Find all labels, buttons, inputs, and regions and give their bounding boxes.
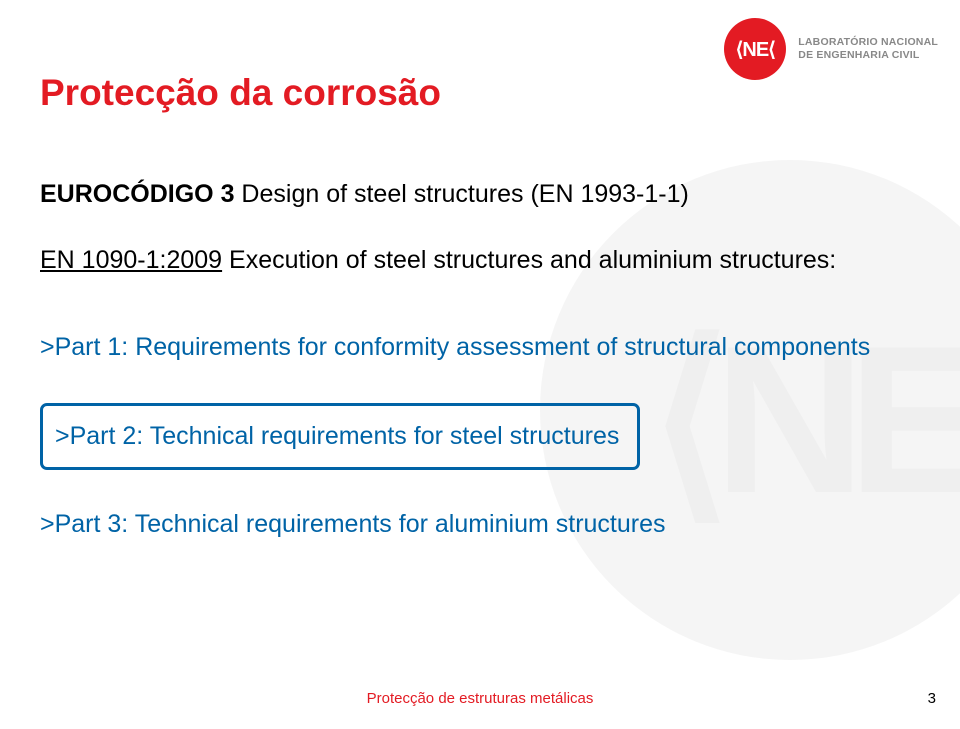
doc-code: EUROCÓDIGO 3 bbox=[40, 180, 234, 208]
page-number: 3 bbox=[928, 690, 936, 707]
doc-ref-code: EN 1090-1:2009 bbox=[40, 242, 222, 280]
doc-desc: Design of steel structures (EN 1993-1-1) bbox=[234, 180, 688, 208]
logo-line1: LABORATÓRIO NACIONAL bbox=[798, 36, 938, 49]
logo-area: ⟨NE⟨ LABORATÓRIO NACIONAL DE ENGENHARIA … bbox=[724, 18, 938, 80]
footer-text: Protecção de estruturas metálicas bbox=[367, 690, 594, 707]
part-2-highlighted: >Part 2: Technical requirements for stee… bbox=[40, 403, 640, 471]
body-block: EUROCÓDIGO 3 Design of steel structures … bbox=[40, 176, 920, 544]
logo-text: LABORATÓRIO NACIONAL DE ENGENHARIA CIVIL bbox=[798, 36, 938, 62]
logo-line2: DE ENGENHARIA CIVIL bbox=[798, 49, 938, 62]
footer: Protecção de estruturas metálicas 3 bbox=[0, 690, 960, 707]
part-3: >Part 3: Technical requirements for alum… bbox=[40, 506, 920, 544]
logo-badge: ⟨NE⟨ bbox=[724, 18, 786, 80]
doc-reference: EN 1090-1:2009 Execution of steel struct… bbox=[40, 242, 920, 294]
slide-content: Protecção da corrosão EUROCÓDIGO 3 Desig… bbox=[0, 0, 960, 544]
part-1: >Part 1: Requirements for conformity ass… bbox=[40, 329, 920, 367]
doc-heading: EUROCÓDIGO 3 Design of steel structures … bbox=[40, 176, 920, 214]
doc-ref-desc: Execution of steel structures and alumin… bbox=[222, 246, 836, 274]
